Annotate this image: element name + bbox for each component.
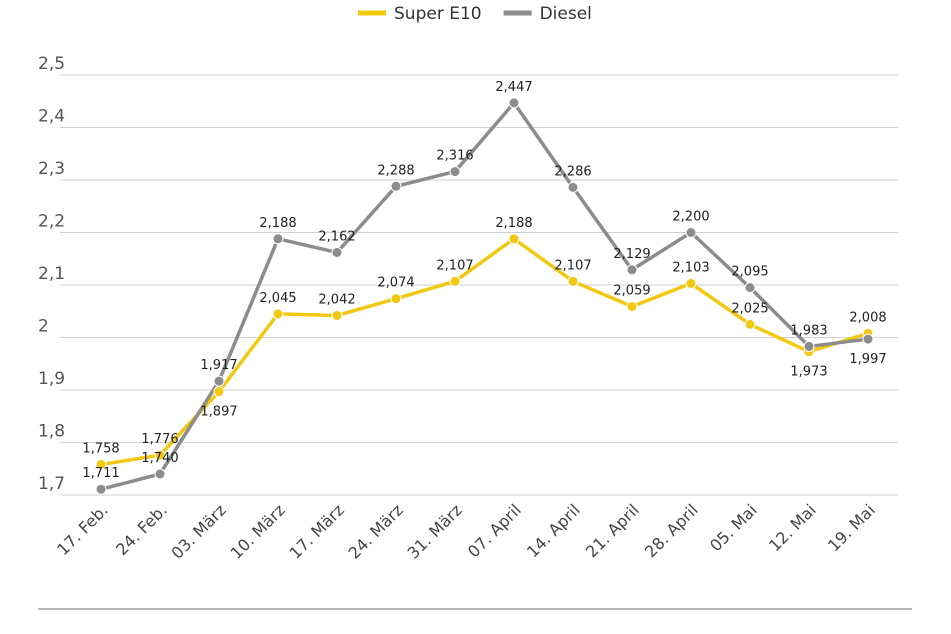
value-label: 2,188 [495, 216, 532, 231]
value-label: 1,711 [82, 466, 119, 481]
data-point [626, 264, 638, 276]
x-tick-label: 21. April [582, 500, 643, 561]
x-tick-label: 07. April [464, 500, 525, 561]
y-tick-label: 2 [38, 317, 49, 337]
value-label: 2,316 [436, 149, 473, 164]
value-label: 2,059 [613, 284, 650, 299]
y-tick-label: 2,2 [38, 212, 65, 232]
value-label: 1,917 [200, 358, 237, 373]
data-point [331, 246, 343, 258]
value-label: 2,200 [672, 210, 709, 225]
legend-label: Super E10 [394, 4, 482, 24]
data-point [272, 233, 284, 245]
value-label: 2,045 [259, 291, 296, 306]
y-tick-label: 1,8 [38, 422, 65, 442]
value-label: 2,074 [377, 276, 414, 291]
y-tick-label: 1,7 [38, 474, 65, 494]
value-label: 2,095 [731, 265, 768, 280]
x-tick-label: 31. März [404, 500, 466, 562]
value-label: 2,129 [613, 247, 650, 262]
x-tick-label: 03. März [168, 500, 230, 562]
data-point [390, 293, 402, 305]
data-point [744, 318, 756, 330]
x-tick-label: 19. Mai [824, 500, 879, 555]
value-label: 1,740 [141, 451, 178, 466]
data-point [508, 233, 520, 245]
y-tick-label: 2,5 [38, 54, 65, 74]
x-tick-label: 12. Mai [765, 500, 820, 555]
value-label: 1,983 [790, 323, 827, 338]
series-line [100, 101, 869, 491]
value-label: 2,042 [318, 292, 355, 307]
y-tick-label: 2,4 [38, 107, 65, 127]
value-label: 2,107 [436, 258, 473, 273]
value-label: 2,008 [849, 310, 886, 325]
value-label: 2,288 [377, 163, 414, 178]
legend-label: Diesel [540, 4, 592, 24]
data-point [95, 459, 107, 471]
x-tick-label: 28. April [641, 500, 702, 561]
data-point [626, 301, 638, 313]
data-point [449, 166, 461, 178]
data-point [390, 180, 402, 192]
x-tick-label: 24. Feb. [112, 500, 171, 559]
data-point [154, 449, 166, 461]
x-tick-label: 10. März [227, 500, 289, 562]
x-tick-label: 14. April [523, 500, 584, 561]
data-point [567, 275, 579, 287]
y-tick-label: 1,9 [38, 369, 65, 389]
value-label: 2,025 [731, 301, 768, 316]
y-tick-label: 2,3 [38, 159, 65, 179]
series-line [100, 237, 869, 467]
data-point [508, 97, 520, 109]
data-point [95, 483, 107, 495]
data-point [449, 275, 461, 287]
value-label: 2,107 [554, 258, 591, 273]
value-label: 1,776 [141, 432, 178, 447]
data-point [567, 181, 579, 193]
data-point [331, 309, 343, 321]
x-tick-label: 17. Feb. [53, 500, 112, 559]
data-point [685, 227, 697, 238]
data-point [213, 375, 225, 387]
y-tick-label: 2,1 [38, 264, 65, 284]
value-label: 2,286 [554, 164, 591, 179]
x-tick-label: 17. März [286, 500, 348, 562]
data-point [862, 333, 874, 345]
data-point [154, 468, 166, 480]
data-point [803, 340, 815, 352]
value-label: 1,758 [82, 442, 119, 457]
value-label: 1,997 [849, 352, 886, 367]
x-tick-label: 24. März [345, 500, 407, 562]
x-tick-label: 05. Mai [706, 500, 761, 555]
value-label: 2,103 [672, 260, 709, 275]
value-label: 1,897 [200, 405, 237, 420]
data-point [685, 277, 697, 289]
data-point [744, 282, 756, 294]
data-point [272, 308, 284, 320]
value-label: 2,162 [318, 229, 355, 244]
value-label: 2,188 [259, 216, 296, 231]
value-label: 2,447 [495, 80, 532, 95]
data-point [213, 386, 225, 398]
value-label: 1,973 [790, 365, 827, 380]
